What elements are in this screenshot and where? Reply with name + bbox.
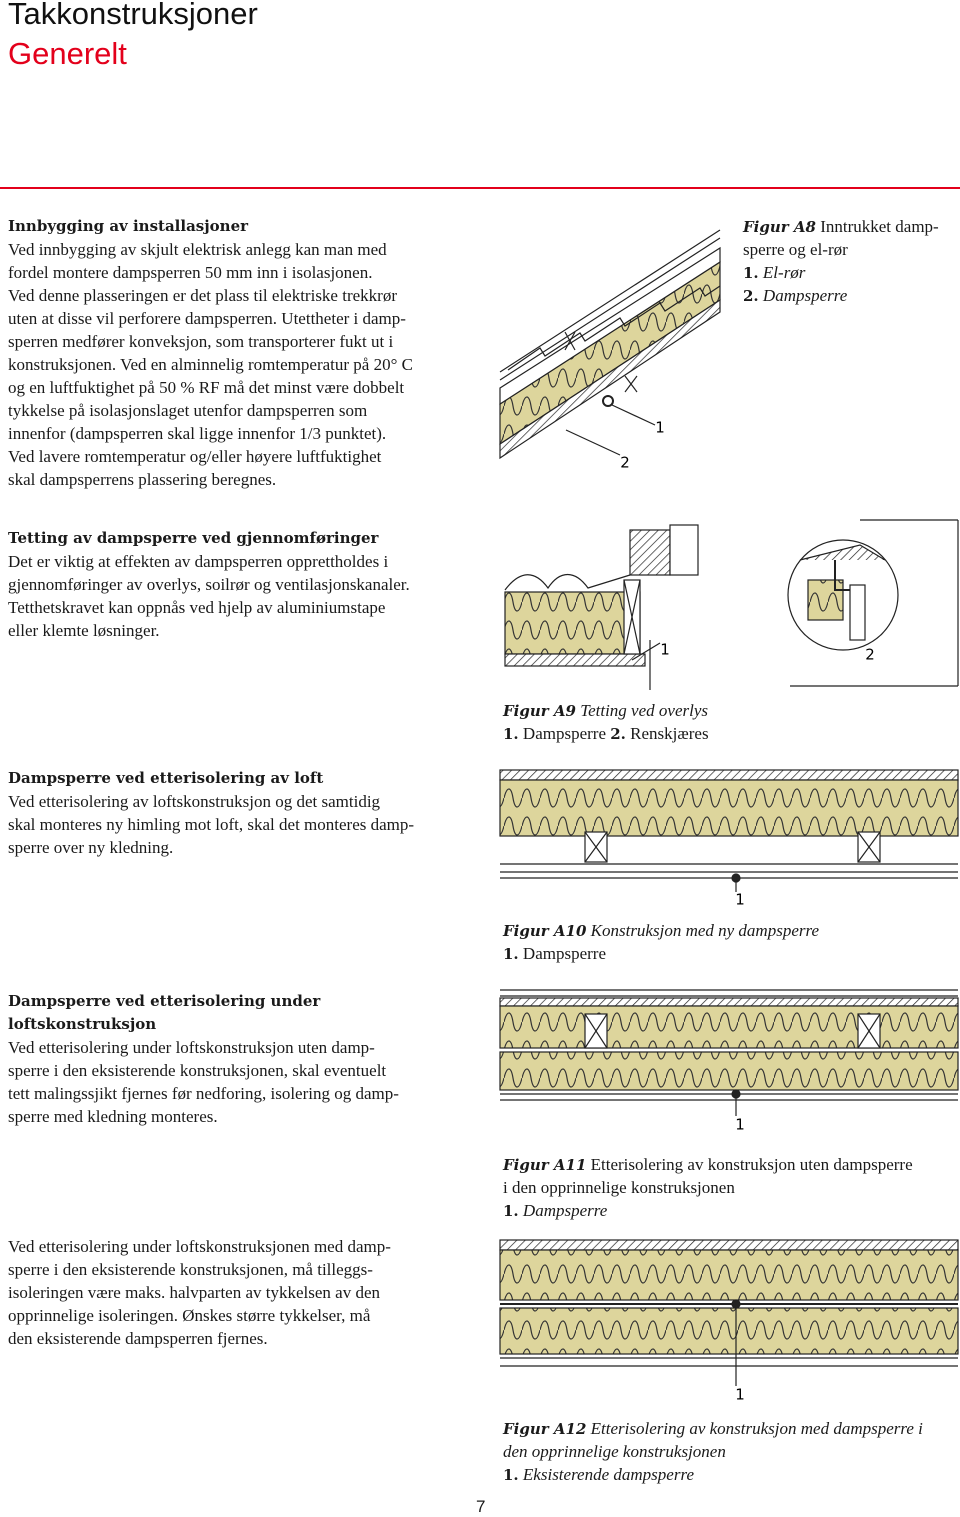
body-line: tett malingssjikt fjernes før nedforing,… [8, 1084, 399, 1103]
figure-title: Etterisolering av konstruksjon med damps… [590, 1419, 923, 1438]
body-line: Ved etterisolering av loftskonstruksjon … [8, 792, 381, 811]
callout: 1 [735, 1386, 745, 1404]
body-line: Ved etterisolering under loftskonstruksj… [8, 1038, 375, 1057]
body-line: sperre med kledning monteres. [8, 1107, 218, 1126]
body-line: tykkelse på isolasjonslaget utenfor damp… [8, 401, 368, 420]
item-text: Eksisterende dampsperre [522, 1465, 694, 1484]
page-subtitle: Generelt [8, 36, 127, 71]
item-text: Dampsperre [762, 286, 848, 305]
figure-label: Figur A12 [503, 1420, 587, 1438]
item-number: 1. [503, 725, 519, 743]
callout: 1 [660, 641, 670, 659]
body-line: isoleringen være maks. halvparten av tyk… [8, 1283, 380, 1302]
section-heading: Innbygging av installasjoner [8, 217, 249, 235]
figure-label: Figur A11 [503, 1156, 587, 1174]
item-text: Renskjæres [630, 724, 709, 743]
callout: 1 [655, 419, 665, 437]
body-line: fordel montere dampsperren 50 mm inn i i… [8, 263, 373, 282]
item-number: 1. [503, 1466, 519, 1484]
body-line: uten at disse vil perforere dampsperren.… [8, 309, 406, 328]
caption-line: den opprinnelige konstruksjonen [503, 1440, 726, 1463]
body-line: Tetthetskravet kan oppnås ved hjelp av a… [8, 598, 386, 617]
callout: 2 [865, 646, 875, 664]
section-heading: loftskonstruksjon [8, 1015, 157, 1033]
body-line: Ved denne plasseringen er det plass til … [8, 286, 397, 305]
body-line: skal monteres ny himling mot loft, skal … [8, 815, 415, 834]
divider [0, 187, 960, 189]
caption-line: 2. Dampsperre [743, 284, 847, 308]
page-number: 7 [476, 1497, 486, 1516]
item-number: 1. [743, 264, 759, 282]
body-line: sperre over ny kledning. [8, 838, 174, 857]
body-line: konstruksjonen. Ved en alminnelig romtem… [8, 355, 413, 374]
body-line: Ved etterisolering under loftskonstruksj… [8, 1237, 391, 1256]
figure-title: Konstruksjon med ny dampsperre [590, 921, 820, 940]
figure-label: Figur A8 [743, 218, 816, 236]
item-text: Dampsperre [522, 724, 606, 743]
body-line: sperren medfører konveksjon, som transpo… [8, 332, 394, 351]
body-line: innenfor (dampsperren skal ligge innenfo… [8, 424, 387, 443]
caption-line: 1. El-rør [743, 261, 805, 285]
body-line: Ved innbygging av skjult elektrisk anleg… [8, 240, 387, 259]
body-line: den eksisterende dampsperren fjernes. [8, 1329, 268, 1348]
caption-line: Figur A12 Etterisolering av konstruksjon… [503, 1417, 923, 1441]
caption-line: Figur A11 Etterisolering av konstruksjon… [503, 1153, 913, 1177]
figure-title: den opprinnelige konstruksjonen [503, 1442, 726, 1461]
item-text: Dampsperre [522, 944, 606, 963]
caption-line: sperre og el-rør [743, 238, 848, 261]
body-line: Ved lavere romtemperatur og/eller høyere… [8, 447, 382, 466]
figure-title: i den opprinnelige konstruksjonen [503, 1178, 735, 1197]
caption-line: Figur A10 Konstruksjon med ny dampsperre [503, 919, 819, 943]
body-line: sperre i den eksisterende konstruksjonen… [8, 1260, 373, 1279]
caption-line: Figur A9 Tetting ved overlys [503, 699, 708, 723]
section-heading: Dampsperre ved etterisolering under [8, 992, 321, 1010]
item-number: 2. [610, 725, 626, 743]
figure-title: Etterisolering av konstruksjon uten damp… [590, 1155, 913, 1174]
caption-line: 1. Dampsperre [503, 942, 606, 966]
body-line: Det er viktig at effekten av dampsperren… [8, 552, 389, 571]
section-heading: Tetting av dampsperre ved gjennomføringe… [8, 529, 379, 547]
item-number: 1. [503, 1202, 519, 1220]
item-number: 2. [743, 287, 759, 305]
callout: 1 [735, 891, 745, 909]
figure-title: Inntrukket damp- [820, 217, 939, 236]
item-text: El-rør [762, 263, 806, 282]
caption-line: Figur A8 Inntrukket damp- [743, 215, 939, 239]
caption-line: 1. Dampsperre [503, 1199, 607, 1223]
section-heading: Dampsperre ved etterisolering av loft [8, 769, 324, 787]
item-text: Dampsperre [522, 1201, 608, 1220]
body-line: gjennomføringer av overlys, soilrør og v… [8, 575, 410, 594]
body-line: og en luftfuktighet på 50 % RF må det mi… [8, 378, 405, 397]
callout: 2 [620, 454, 630, 472]
figure-title: sperre og el-rør [743, 240, 848, 259]
body-line: sperre i den eksisterende konstruksjonen… [8, 1061, 387, 1080]
figure-label: Figur A10 [503, 922, 587, 940]
caption-line: i den opprinnelige konstruksjonen [503, 1176, 735, 1199]
item-number: 1. [503, 945, 519, 963]
body-line: eller klemte løsninger. [8, 621, 160, 640]
caption-line: 1. Eksisterende dampsperre [503, 1463, 694, 1487]
caption-line: 1. Dampsperre 2. Renskjæres [503, 722, 709, 746]
body-line: opprinnelige isoleringen. Ønskes større … [8, 1306, 371, 1325]
page-title: Takkonstruksjoner [8, 0, 258, 31]
figure-label: Figur A9 [503, 702, 576, 720]
figure-title: Tetting ved overlys [580, 701, 708, 720]
callout: 1 [735, 1116, 745, 1134]
body-line: skal dampsperrens plassering beregnes. [8, 470, 277, 489]
